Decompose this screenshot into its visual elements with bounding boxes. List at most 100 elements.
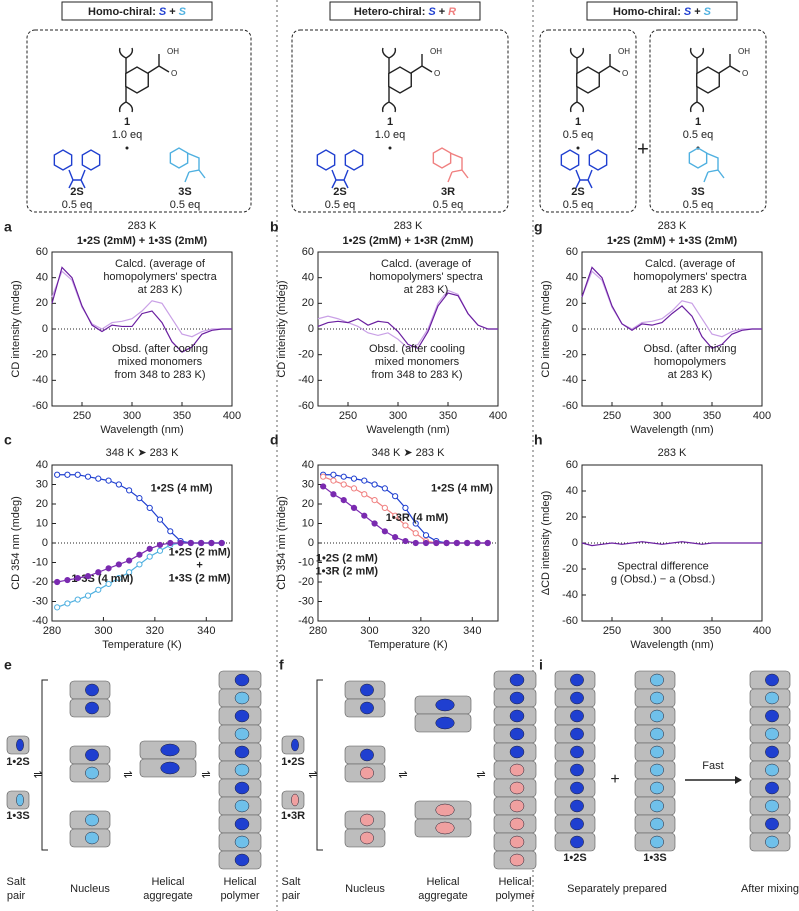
ring <box>53 149 73 171</box>
data-point <box>64 471 71 478</box>
y-tick-label: -60 <box>562 400 578 412</box>
x-tick-label: 300 <box>653 410 671 422</box>
series-label: 1•2S (2 mM) <box>316 553 378 565</box>
series-label: homopolymers' spectra <box>369 271 483 283</box>
monomer-block <box>765 781 779 795</box>
data-point <box>136 561 143 568</box>
species-label: 1•2S <box>6 756 29 768</box>
data-point <box>392 493 399 500</box>
substituent <box>381 47 433 113</box>
data-point <box>412 520 419 527</box>
y-tick-label: 10 <box>302 517 314 529</box>
series-label: 1•3R (4 mM) <box>386 512 449 524</box>
scheme-label: aggregate <box>418 890 468 902</box>
header-part: Homo-chiral: <box>613 6 681 18</box>
chart-title: 283 K <box>128 220 157 232</box>
substituent <box>569 47 621 113</box>
monomer-block <box>765 745 779 759</box>
header-part: S <box>179 6 187 18</box>
y-tick-label: -60 <box>562 615 578 627</box>
y-tick-label: 20 <box>302 297 314 309</box>
monomer-block <box>435 698 455 712</box>
data-point <box>464 539 471 547</box>
data-point <box>177 539 184 547</box>
compound-number: 1 <box>575 116 581 128</box>
plus-sign: + <box>637 138 649 160</box>
monomer-block <box>650 709 664 723</box>
y-tick-label: 0 <box>308 323 314 335</box>
series-label: at 283 K) <box>404 284 449 296</box>
monomer-block <box>234 763 250 777</box>
data-point <box>115 575 122 582</box>
monomer-block <box>85 701 99 715</box>
x-tick-label: 250 <box>603 625 621 637</box>
monomer-block <box>650 673 664 687</box>
chain <box>68 169 86 189</box>
equivalents: 1.0 eq <box>375 129 406 141</box>
monomer-block <box>509 835 525 849</box>
monomer-block <box>509 673 525 687</box>
data-point <box>330 471 337 478</box>
scheme-label: Separately prepared <box>567 883 667 895</box>
header-part: Hetero-chiral: <box>354 6 426 18</box>
data-point <box>453 539 460 547</box>
equivalents: 0.5 eq <box>62 199 93 211</box>
data-point <box>115 561 122 568</box>
monomer-block <box>650 835 664 849</box>
x-tick-label: 400 <box>753 410 771 422</box>
equivalents: 0.5 eq <box>563 129 594 141</box>
x-tick-label: 350 <box>703 410 721 422</box>
series-label: 1•2S (4 mM) <box>431 482 493 494</box>
series-label: 1•3R (2 mM) <box>316 566 379 578</box>
compound-number: 3S <box>691 186 704 198</box>
ring <box>316 149 336 171</box>
monomer-block <box>85 766 99 780</box>
y-tick-label: -60 <box>298 400 314 412</box>
x-tick-label: 400 <box>223 410 241 422</box>
ring <box>432 147 452 169</box>
data-point <box>136 551 143 558</box>
x-axis-label: Wavelength (nm) <box>100 424 183 436</box>
data-point <box>422 532 430 539</box>
monomer-block <box>509 781 525 795</box>
series-label: 1•2S (2 mM) <box>169 546 231 558</box>
equivalents: 1.0 eq <box>112 129 143 141</box>
molecule-structure: OH O <box>569 47 630 113</box>
ring <box>169 147 189 169</box>
data-point <box>115 481 122 488</box>
monomer-block <box>509 853 525 867</box>
series-label: Obsd. (after cooling <box>112 343 208 355</box>
data-point <box>146 545 153 552</box>
data-point <box>381 485 388 492</box>
data-point <box>156 516 164 523</box>
y-tick-label: -40 <box>32 615 48 627</box>
x-axis-label: Wavelength (nm) <box>630 424 713 436</box>
x-tick-label: 350 <box>439 410 457 422</box>
y-tick-label: 20 <box>302 498 314 510</box>
y-tick-label: -60 <box>32 400 48 412</box>
data-point <box>105 565 112 572</box>
monomer-block <box>765 727 779 741</box>
compound-number: 2S <box>571 186 584 198</box>
data-point <box>474 539 481 547</box>
ring <box>125 66 149 94</box>
series-label: at 283 K) <box>138 284 183 296</box>
equilibrium-arrows: ⇌ <box>201 769 210 781</box>
data-point <box>84 573 92 580</box>
monomer-block <box>234 835 250 849</box>
panel-letter: e <box>4 657 12 673</box>
monomer-block <box>650 727 664 741</box>
data-point <box>350 475 358 482</box>
data-point <box>126 487 133 494</box>
monomer-block <box>509 745 525 759</box>
data-point <box>146 553 153 560</box>
y-axis-label: CD intensity (mdeg) <box>540 280 552 377</box>
data-point <box>381 528 388 535</box>
data-point <box>422 539 430 547</box>
monomer-block <box>85 748 99 762</box>
data-point <box>105 477 112 484</box>
monomer-block <box>570 727 584 741</box>
monomer-block <box>435 821 455 835</box>
x-tick-label: 300 <box>94 625 112 637</box>
molecule-structure <box>53 149 101 189</box>
